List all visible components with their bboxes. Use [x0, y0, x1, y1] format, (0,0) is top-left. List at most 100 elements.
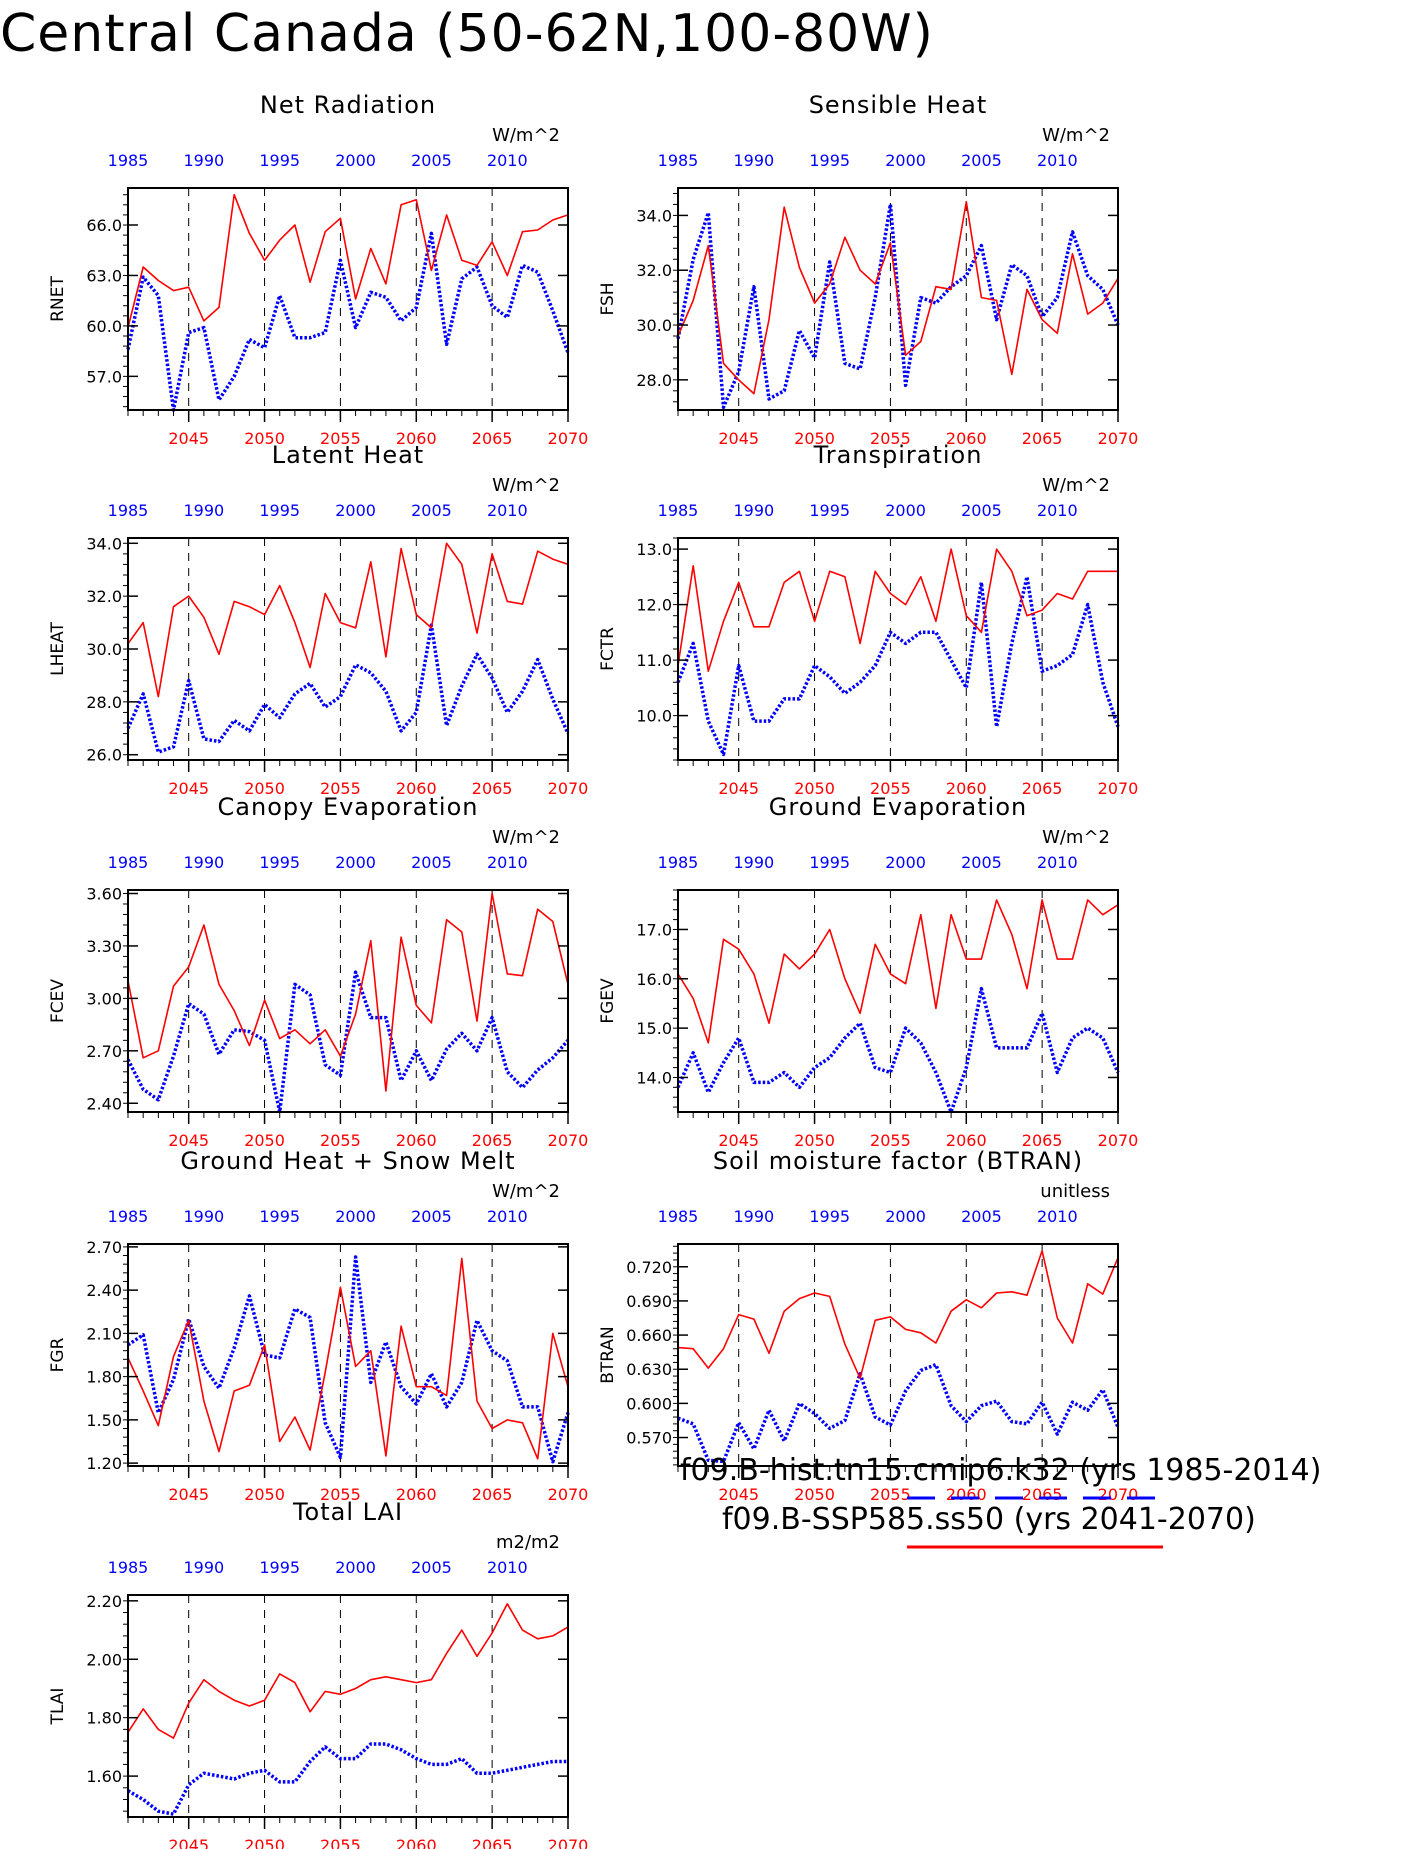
- top-year-label: 2010: [487, 1558, 528, 1577]
- series-line-hist: [676, 575, 1120, 757]
- units-label: W/m^2: [492, 475, 560, 496]
- top-year-label: 1995: [809, 151, 850, 170]
- bottom-year-label: 2070: [1098, 779, 1139, 798]
- y-tick-label: 0.720: [626, 1258, 672, 1277]
- y-axis-label: TLAI: [48, 1688, 68, 1726]
- y-axis-label: FSH: [598, 282, 618, 315]
- bottom-year-label: 2045: [168, 1131, 209, 1150]
- bottom-year-label: 2060: [396, 1836, 437, 1849]
- y-tick-label: 26.0: [86, 746, 122, 765]
- series-line-hist: [126, 231, 570, 412]
- chart-panel-rnet: Net Radiation W/m^2 57.0 60.0 63.0 66.0 RNET 20…: [48, 91, 588, 448]
- bottom-year-label: 2045: [168, 779, 209, 798]
- y-tick-label: 3.00: [86, 989, 122, 1008]
- y-tick-label: 0.570: [626, 1429, 672, 1448]
- y-tick-label: 2.10: [86, 1324, 122, 1343]
- chart-panel-fcev: Canopy Evaporation W/m^2 2.40 2.70 3.00 3.30 3…: [48, 793, 588, 1150]
- top-year-label: 1995: [259, 1558, 300, 1577]
- bottom-year-label: 2070: [548, 1131, 589, 1150]
- bottom-year-label: 2070: [1098, 429, 1139, 448]
- chart-panel-fctr: Transpiration W/m^2 10.0 11.0 12.0 13.0 FCTR 20…: [598, 441, 1138, 798]
- legend-hist-swatch: [907, 1496, 1163, 1500]
- top-year-label: 2005: [411, 501, 452, 520]
- chart-panel-fgr: Ground Heat + Snow Melt W/m^2 1.20 1.50 1.80…: [48, 1147, 588, 1504]
- bottom-year-label: 2050: [244, 429, 285, 448]
- y-tick-label: 1.60: [86, 1767, 122, 1786]
- top-year-label: 2010: [1037, 501, 1078, 520]
- y-tick-label: 10.0: [636, 707, 672, 726]
- chart-title: Sensible Heat: [809, 91, 988, 119]
- series-line-future: [127, 1257, 569, 1460]
- top-year-label: 1990: [184, 853, 225, 872]
- series-line-hist: [676, 986, 1120, 1114]
- bottom-year-label: 2045: [718, 779, 759, 798]
- bottom-year-label: 2045: [168, 1485, 209, 1504]
- bottom-year-label: 2060: [946, 779, 987, 798]
- chart-title: Latent Heat: [272, 441, 424, 469]
- plot-frame: [127, 1243, 569, 1467]
- top-year-label: 1995: [259, 151, 300, 170]
- legend-future-swatch: [907, 1545, 1163, 1549]
- top-year-label: 2000: [335, 1558, 376, 1577]
- top-year-label: 2000: [335, 501, 376, 520]
- bottom-year-label: 2055: [320, 779, 361, 798]
- top-year-label: 1985: [108, 151, 149, 170]
- plot-frame: [127, 889, 569, 1113]
- bottom-year-label: 2065: [472, 1836, 513, 1849]
- bottom-year-label: 2065: [472, 1485, 513, 1504]
- top-year-label: 2005: [411, 1558, 452, 1577]
- top-year-label: 1995: [809, 853, 850, 872]
- top-year-label: 1985: [108, 1207, 149, 1226]
- top-year-label: 2000: [335, 151, 376, 170]
- bottom-year-label: 2065: [472, 779, 513, 798]
- y-tick-label: 1.50: [86, 1411, 122, 1430]
- top-year-label: 1990: [184, 501, 225, 520]
- top-year-label: 2000: [885, 151, 926, 170]
- y-tick-label: 3.60: [86, 884, 122, 903]
- plot-frame: [677, 889, 1119, 1113]
- y-tick-label: 14.0: [636, 1068, 672, 1087]
- y-axis-label: RNET: [48, 276, 68, 322]
- top-year-label: 2000: [885, 501, 926, 520]
- y-tick-label: 28.0: [636, 371, 672, 390]
- plot-frame: [677, 1243, 1119, 1467]
- bottom-year-label: 2065: [1022, 1131, 1063, 1150]
- bottom-year-label: 2045: [718, 1131, 759, 1150]
- top-year-label: 1985: [108, 853, 149, 872]
- bottom-year-label: 2060: [396, 1131, 437, 1150]
- series-line-future: [127, 193, 569, 328]
- top-year-label: 1995: [809, 501, 850, 520]
- y-tick-label: 30.0: [636, 316, 672, 335]
- y-axis-label: FCTR: [598, 627, 618, 671]
- units-label: W/m^2: [492, 125, 560, 146]
- y-tick-label: 1.20: [86, 1454, 122, 1473]
- bottom-year-label: 2060: [946, 1131, 987, 1150]
- y-tick-label: 0.630: [626, 1360, 672, 1379]
- top-year-label: 1985: [658, 1207, 699, 1226]
- top-year-label: 1995: [259, 1207, 300, 1226]
- y-axis-label: FGEV: [598, 978, 618, 1024]
- chart-panel-fsh: Sensible Heat W/m^2 28.0 30.0 32.0 34.0 FSH 204…: [598, 91, 1138, 448]
- series-line-future: [677, 1250, 1119, 1380]
- units-label: unitless: [1040, 1181, 1110, 1202]
- top-year-label: 1985: [108, 501, 149, 520]
- series-line-future: [127, 1603, 569, 1739]
- y-tick-label: 2.40: [86, 1094, 122, 1113]
- bottom-year-label: 2055: [320, 1836, 361, 1849]
- top-year-label: 1985: [658, 853, 699, 872]
- y-tick-label: 2.70: [86, 1238, 122, 1257]
- top-year-label: 2005: [411, 151, 452, 170]
- bottom-year-label: 2055: [870, 779, 911, 798]
- legend-hist-label: f09.B-hist.tn15.cmip6.k32 (yrs 1985-2014…: [680, 1453, 1322, 1488]
- series-line-future: [677, 548, 1118, 673]
- bottom-year-label: 2050: [794, 1131, 835, 1150]
- y-tick-label: 3.30: [86, 937, 122, 956]
- top-year-label: 2010: [487, 501, 528, 520]
- units-label: W/m^2: [492, 1181, 560, 1202]
- top-year-label: 2010: [487, 151, 528, 170]
- top-year-label: 2010: [1037, 853, 1078, 872]
- y-tick-label: 32.0: [86, 587, 122, 606]
- y-tick-label: 57.0: [86, 367, 122, 386]
- bottom-year-label: 2055: [870, 429, 911, 448]
